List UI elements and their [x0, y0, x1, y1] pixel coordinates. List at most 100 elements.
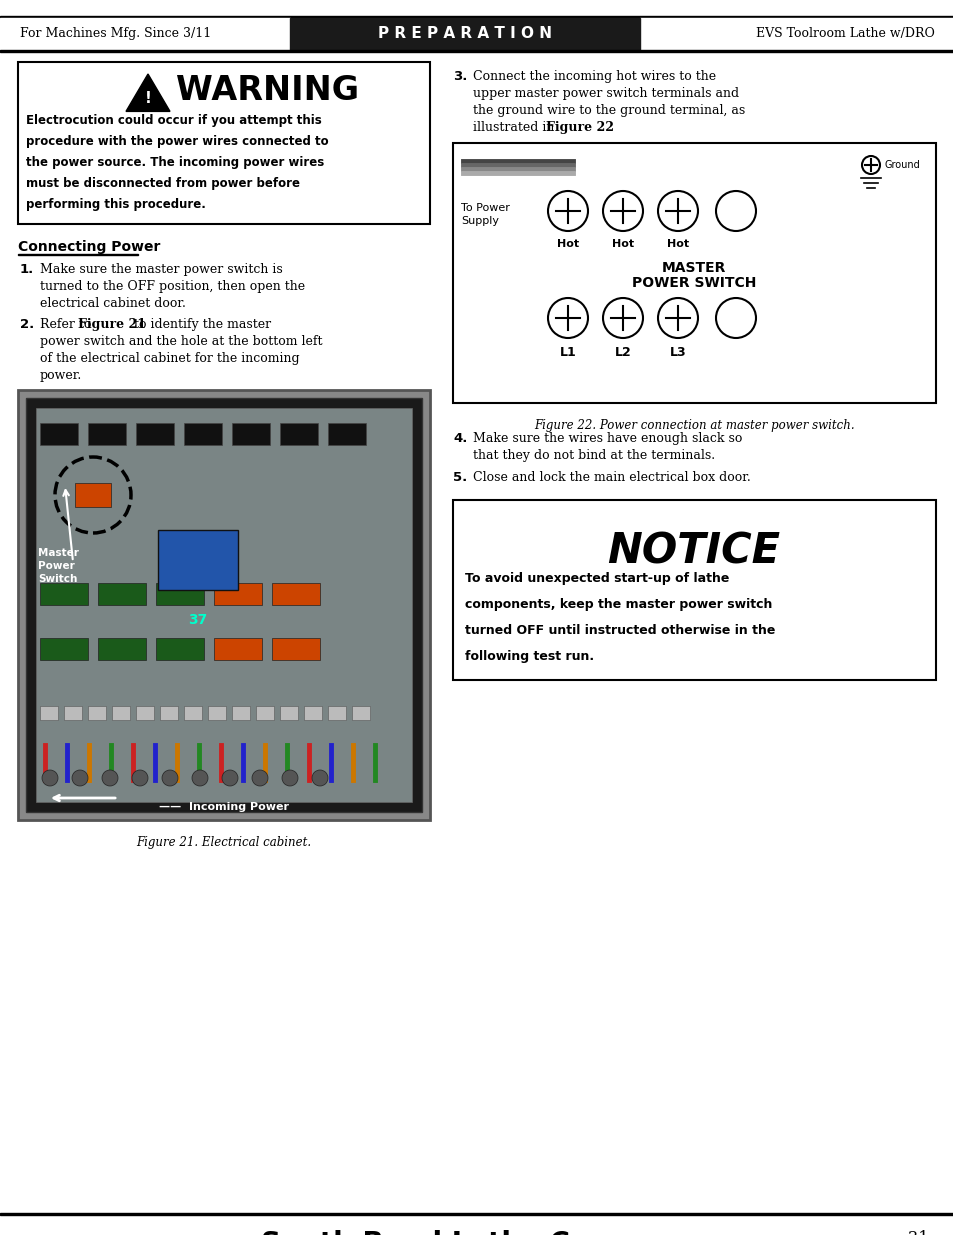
Bar [0, 19, 290, 49]
Circle shape [192, 769, 208, 785]
Text: Hot: Hot [611, 240, 634, 249]
Text: WARNING: WARNING [175, 74, 358, 106]
Circle shape [102, 769, 118, 785]
Text: upper master power switch terminals and: upper master power switch terminals and [473, 86, 739, 100]
Text: L1: L1 [559, 346, 576, 359]
Bar [639, 19, 953, 49]
Text: performing this procedure.: performing this procedure. [26, 198, 206, 211]
Bar [40, 638, 88, 659]
Text: MASTER: MASTER [661, 261, 725, 275]
Text: illustrated in: illustrated in [473, 121, 558, 135]
Circle shape [716, 298, 755, 338]
Text: 2.: 2. [20, 317, 34, 331]
Text: 1.: 1. [20, 263, 34, 275]
Bar [40, 583, 88, 605]
Text: Make sure the master power switch is: Make sure the master power switch is [40, 263, 282, 275]
Bar [280, 424, 317, 445]
Text: must be disconnected from power before: must be disconnected from power before [26, 177, 299, 190]
Text: components, keep the master power switch: components, keep the master power switch [464, 598, 772, 611]
Bar [0, 16, 953, 19]
Circle shape [282, 769, 297, 785]
Text: .: . [598, 121, 601, 135]
Bar [136, 424, 173, 445]
Text: Figure 21. Electrical cabinet.: Figure 21. Electrical cabinet. [136, 836, 312, 848]
Text: of the electrical cabinet for the incoming: of the electrical cabinet for the incomi… [40, 352, 299, 366]
Circle shape [602, 191, 642, 231]
Bar [75, 483, 111, 508]
Text: power.: power. [40, 369, 82, 382]
Bar [184, 706, 202, 720]
Bar [328, 424, 366, 445]
Bar [232, 706, 250, 720]
Circle shape [716, 191, 755, 231]
Bar [453, 500, 935, 680]
Text: turned to the OFF position, then open the: turned to the OFF position, then open th… [40, 280, 305, 293]
Bar [64, 706, 82, 720]
Bar [272, 583, 319, 605]
Circle shape [162, 769, 178, 785]
Text: the ground wire to the ground terminal, as: the ground wire to the ground terminal, … [473, 104, 744, 117]
Text: To Power: To Power [460, 203, 509, 212]
Text: Hot: Hot [666, 240, 688, 249]
Bar [98, 583, 146, 605]
Text: Master: Master [38, 548, 79, 558]
Circle shape [222, 769, 237, 785]
Bar [160, 706, 178, 720]
Text: To avoid unexpected start-up of lathe: To avoid unexpected start-up of lathe [464, 572, 729, 585]
Circle shape [132, 769, 148, 785]
Text: L2: L2 [614, 346, 631, 359]
Bar [18, 253, 138, 254]
Text: following test run.: following test run. [464, 650, 594, 663]
Text: 4.: 4. [453, 432, 467, 445]
Text: electrical cabinet door.: electrical cabinet door. [40, 296, 186, 310]
Text: Figure 21: Figure 21 [78, 317, 146, 331]
Text: NOTICE: NOTICE [607, 531, 780, 573]
Text: 5.: 5. [453, 471, 467, 484]
Text: that they do not bind at the terminals.: that they do not bind at the terminals. [473, 450, 715, 462]
Bar [0, 49, 953, 52]
Bar [18, 62, 430, 224]
Text: 3.: 3. [453, 70, 467, 83]
Circle shape [312, 769, 328, 785]
Text: South Bend Lathe Co.: South Bend Lathe Co. [260, 1230, 598, 1235]
Bar [36, 408, 412, 802]
Bar [0, 19, 953, 49]
Bar [40, 706, 58, 720]
Bar [40, 424, 78, 445]
Bar [232, 424, 270, 445]
Circle shape [547, 191, 587, 231]
Text: the power source. The incoming power wires: the power source. The incoming power wir… [26, 156, 324, 169]
Circle shape [602, 298, 642, 338]
Text: 37: 37 [188, 613, 208, 627]
Bar [0, 1213, 953, 1215]
Text: Connecting Power: Connecting Power [18, 240, 160, 254]
Text: procedure with the power wires connected to: procedure with the power wires connected… [26, 135, 328, 148]
Text: P R E P A R A T I O N: P R E P A R A T I O N [377, 26, 552, 42]
Bar [88, 706, 106, 720]
Bar [156, 583, 204, 605]
Bar [184, 424, 222, 445]
Text: !: ! [145, 90, 152, 106]
Bar [272, 638, 319, 659]
Bar [112, 706, 130, 720]
Text: Refer to: Refer to [40, 317, 95, 331]
Bar [18, 390, 430, 820]
Bar [328, 706, 346, 720]
Bar [88, 424, 126, 445]
Text: Ground: Ground [884, 161, 920, 170]
Bar [156, 638, 204, 659]
Circle shape [547, 298, 587, 338]
Text: Make sure the wires have enough slack so: Make sure the wires have enough slack so [473, 432, 741, 445]
Text: Supply: Supply [460, 216, 498, 226]
Text: turned OFF until instructed otherwise in the: turned OFF until instructed otherwise in… [464, 624, 775, 637]
Circle shape [42, 769, 58, 785]
Text: For Machines Mfg. Since 3/11: For Machines Mfg. Since 3/11 [20, 27, 211, 41]
Text: L3: L3 [669, 346, 685, 359]
Text: to identify the master: to identify the master [130, 317, 271, 331]
Text: Connect the incoming hot wires to the: Connect the incoming hot wires to the [473, 70, 716, 83]
Bar [26, 398, 421, 811]
Circle shape [658, 298, 698, 338]
Bar [255, 706, 274, 720]
Text: Switch: Switch [38, 574, 77, 584]
Polygon shape [126, 74, 170, 111]
